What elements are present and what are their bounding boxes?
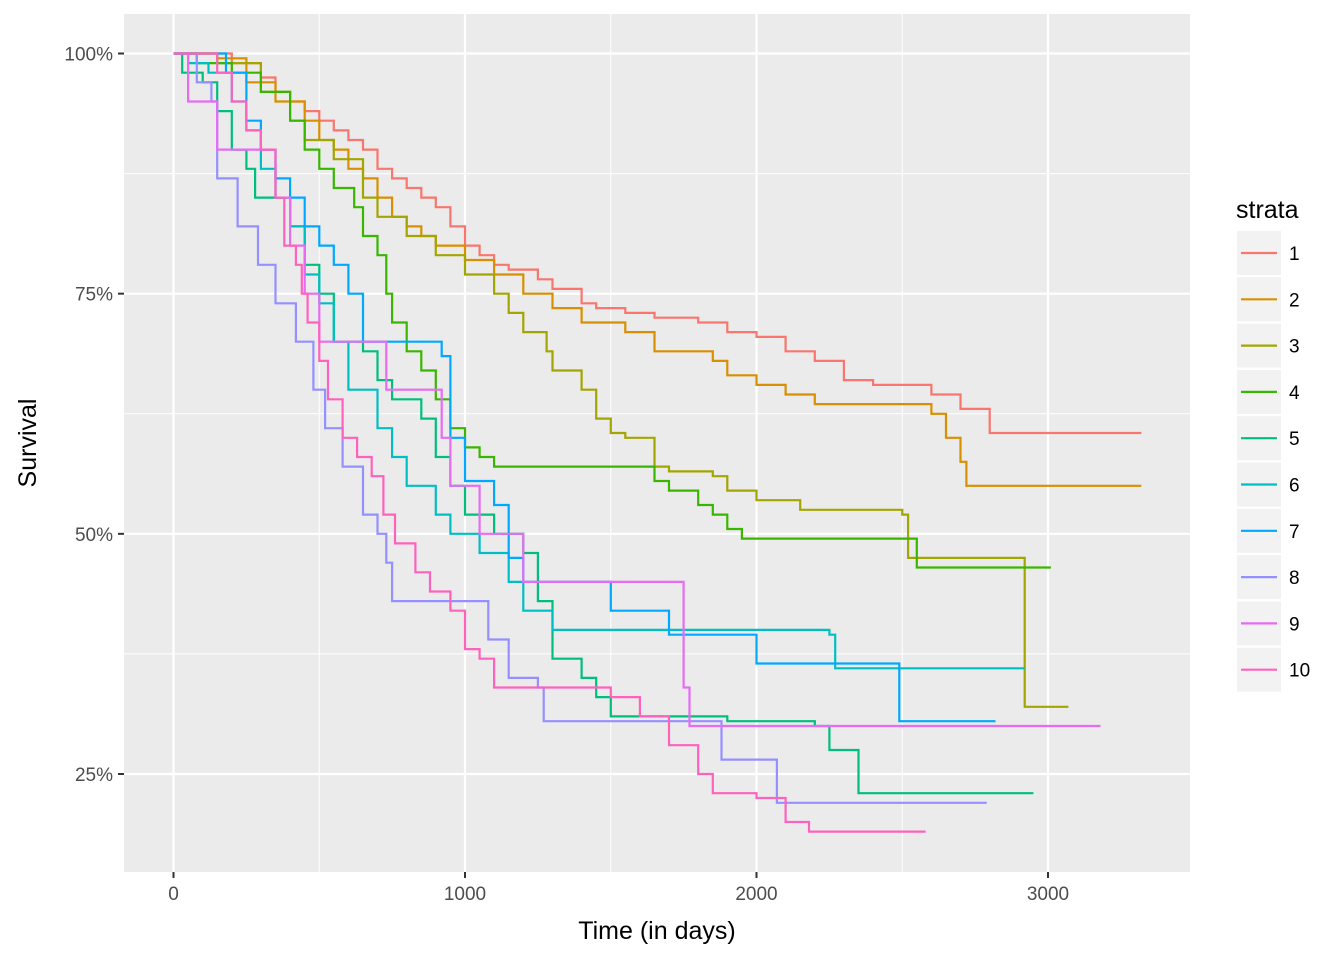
legend-title: strata xyxy=(1236,196,1299,224)
curve-strata-10 xyxy=(173,52,926,833)
curve-strata-8 xyxy=(173,52,987,804)
x-tick-label: 3000 xyxy=(1027,884,1069,905)
legend-label-strata-1: 1 xyxy=(1289,244,1300,265)
x-tick-label: 0 xyxy=(168,884,179,905)
curve-strata-5 xyxy=(173,52,1034,795)
survival-curves xyxy=(173,52,1142,833)
y-tick-label: 50% xyxy=(75,525,113,546)
axis-ticks: 0 1000 2000 3000 25% 50% 75% 100% xyxy=(64,45,1069,906)
legend-label-strata-2: 2 xyxy=(1289,290,1300,311)
legend-label-strata-5: 5 xyxy=(1289,429,1300,450)
y-axis-title: Survival xyxy=(14,399,42,488)
legend-label-strata-7: 7 xyxy=(1289,522,1300,543)
y-tick-label: 100% xyxy=(64,45,113,66)
x-axis-title: Time (in days) xyxy=(578,917,735,945)
minor-gridlines xyxy=(124,14,1190,872)
legend-label-strata-3: 3 xyxy=(1289,337,1300,358)
curve-strata-9 xyxy=(173,52,1101,728)
curve-strata-4 xyxy=(173,52,1051,569)
curve-strata-1 xyxy=(173,52,1142,435)
y-tick-label: 75% xyxy=(75,285,113,306)
x-tick-label: 2000 xyxy=(735,884,777,905)
x-tick-label: 1000 xyxy=(444,884,486,905)
legend-label-strata-10: 10 xyxy=(1289,661,1310,682)
curve-strata-3 xyxy=(173,52,1069,708)
major-gridlines xyxy=(124,14,1190,872)
legend: strata 1 2 3 4 5 6 7 8 9 10 xyxy=(1236,196,1310,692)
legend-label-strata-6: 6 xyxy=(1289,476,1300,497)
panel-background xyxy=(124,14,1190,872)
y-tick-label: 25% xyxy=(75,765,113,786)
legend-label-strata-4: 4 xyxy=(1289,383,1300,404)
curve-strata-2 xyxy=(173,52,1142,487)
legend-label-strata-9: 9 xyxy=(1289,614,1300,635)
legend-label-strata-8: 8 xyxy=(1289,568,1300,589)
